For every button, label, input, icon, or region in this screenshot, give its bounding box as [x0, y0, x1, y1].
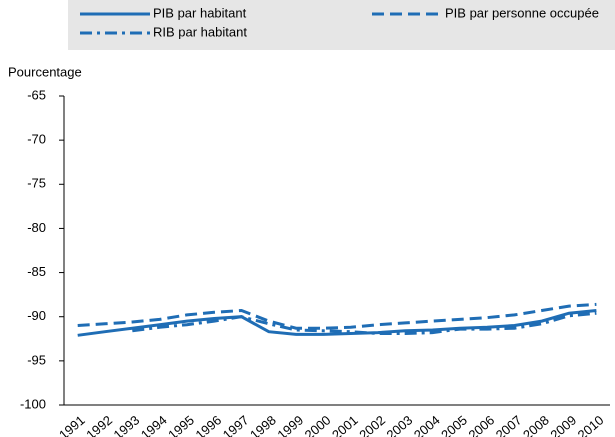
y-tick-label: -95 — [27, 352, 46, 367]
y-tick-label: -80 — [27, 220, 46, 235]
x-tick-label: 2003 — [384, 412, 416, 437]
line-series — [132, 311, 597, 335]
x-tick-label: 2007 — [493, 412, 525, 437]
y-tick-label: -70 — [27, 132, 46, 147]
legend-label: PIB par personne occupée — [445, 5, 599, 20]
x-tick-label: 1996 — [192, 412, 224, 437]
x-tick-label: 2010 — [575, 412, 607, 437]
x-tick-label: 2005 — [438, 412, 470, 437]
x-tick-label: 2002 — [356, 412, 388, 437]
line-series — [77, 309, 597, 337]
x-tick-label: 2006 — [465, 412, 497, 437]
x-tick-label: 1993 — [111, 412, 143, 437]
x-tick-label: 1997 — [220, 412, 252, 437]
x-tick-label: 1998 — [247, 412, 279, 437]
x-tick-label: 1995 — [165, 412, 197, 437]
y-tick-label: -90 — [27, 308, 46, 323]
x-tick-label: 1999 — [274, 412, 306, 437]
legend-label: RIB par habitant — [153, 24, 247, 39]
x-tick-label: 2008 — [520, 412, 552, 437]
x-tick-label: 1994 — [138, 412, 170, 437]
x-tick-label: 2001 — [329, 412, 361, 437]
legend-label: PIB par habitant — [153, 5, 247, 20]
x-tick-label: 2004 — [411, 412, 443, 437]
y-tick-label: -85 — [27, 264, 46, 279]
legend-background — [68, 0, 615, 50]
x-tick-label: 2009 — [547, 412, 579, 437]
x-tick-label: 1992 — [83, 412, 115, 437]
x-tick-label: 2000 — [302, 412, 334, 437]
x-tick-label: 1991 — [56, 412, 88, 437]
y-tick-label: -100 — [20, 396, 46, 411]
y-tick-label: -75 — [27, 176, 46, 191]
y-tick-label: -65 — [27, 87, 46, 102]
y-axis-label: Pourcentage — [8, 64, 82, 79]
line-series — [77, 302, 597, 330]
